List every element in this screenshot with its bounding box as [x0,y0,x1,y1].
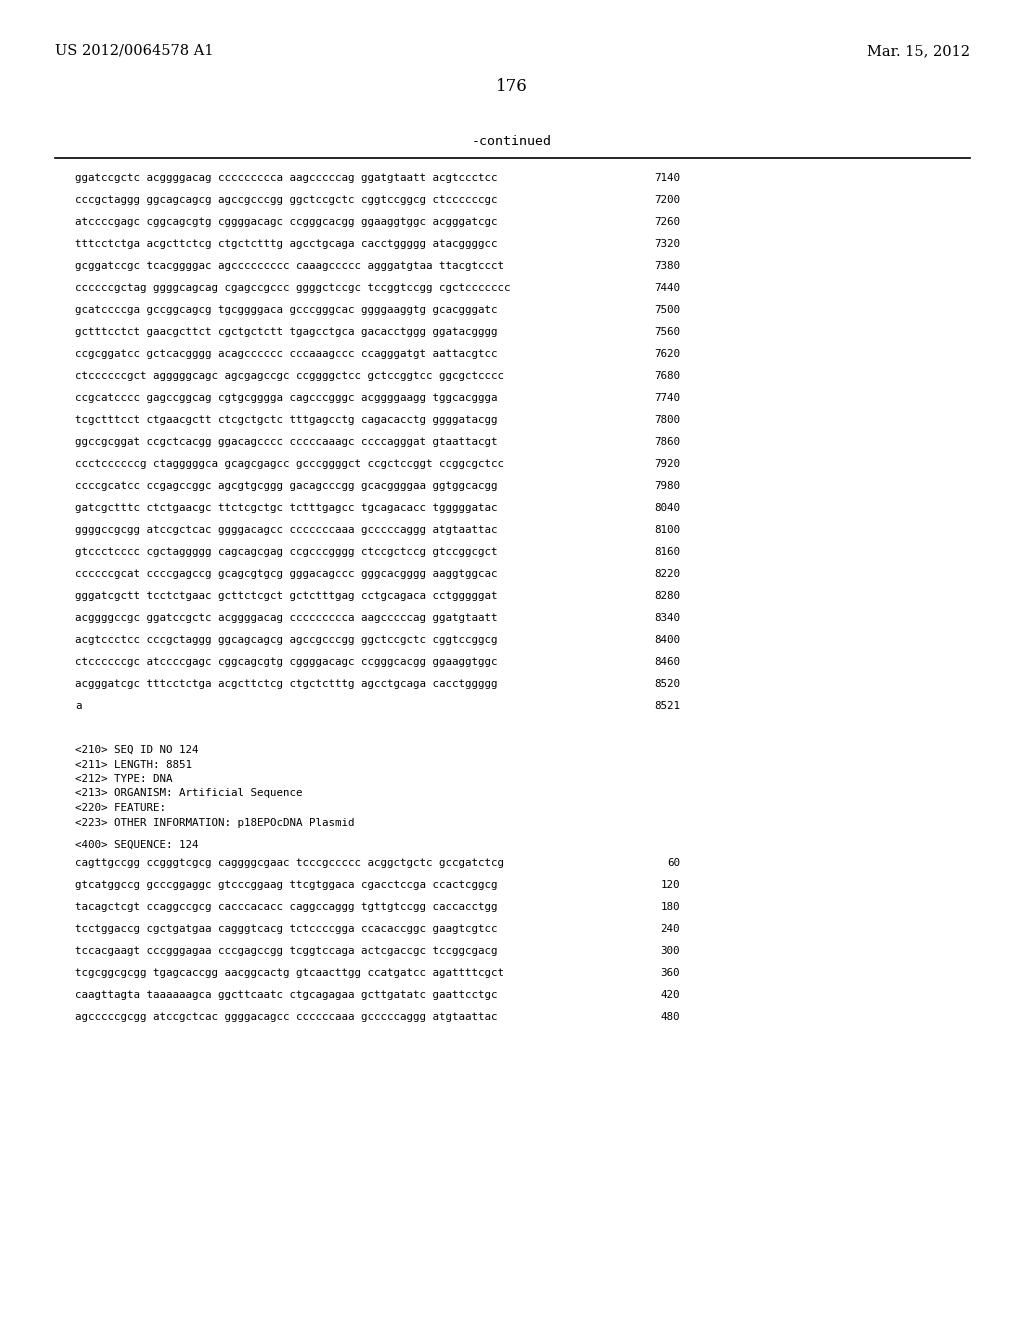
Text: 180: 180 [660,902,680,912]
Text: a: a [75,701,82,711]
Text: ccccgcatcc ccgagccggc agcgtgcggg gacagcccgg gcacggggaa ggtggcacgg: ccccgcatcc ccgagccggc agcgtgcggg gacagcc… [75,480,498,491]
Text: gtccctcccc cgctaggggg cagcagcgag ccgcccgggg ctccgctccg gtccggcgct: gtccctcccc cgctaggggg cagcagcgag ccgcccg… [75,546,498,557]
Text: ccccccgctag ggggcagcag cgagccgccc ggggctccgc tccggtccgg cgctccccccc: ccccccgctag ggggcagcag cgagccgccc ggggct… [75,282,511,293]
Text: caagttagta taaaaaagca ggcttcaatc ctgcagagaa gcttgatatc gaattcctgc: caagttagta taaaaaagca ggcttcaatc ctgcaga… [75,990,498,1001]
Text: 7200: 7200 [654,195,680,205]
Text: acggggccgc ggatccgctc acggggacag ccccccccca aagcccccag ggatgtaatt: acggggccgc ggatccgctc acggggacag ccccccc… [75,612,498,623]
Text: 7380: 7380 [654,261,680,271]
Text: <211> LENGTH: 8851: <211> LENGTH: 8851 [75,759,193,770]
Text: 7140: 7140 [654,173,680,183]
Text: gctttcctct gaacgcttct cgctgctctt tgagcctgca gacacctggg ggatacgggg: gctttcctct gaacgcttct cgctgctctt tgagcct… [75,327,498,337]
Text: 7860: 7860 [654,437,680,447]
Text: tcgcggcgcgg tgagcaccgg aacggcactg gtcaacttgg ccatgatcc agattttcgct: tcgcggcgcgg tgagcaccgg aacggcactg gtcaac… [75,968,504,978]
Text: ctccccccgc atccccgagc cggcagcgtg cggggacagc ccgggcacgg ggaaggtggc: ctccccccgc atccccgagc cggcagcgtg cggggac… [75,657,498,667]
Text: 7260: 7260 [654,216,680,227]
Text: ccgcatcccc gagccggcag cgtgcgggga cagcccgggc acggggaagg tggcacggga: ccgcatcccc gagccggcag cgtgcgggga cagcccg… [75,393,498,403]
Text: tacagctcgt ccaggccgcg cacccacacc caggccaggg tgttgtccgg caccacctgg: tacagctcgt ccaggccgcg cacccacacc caggcca… [75,902,498,912]
Text: gggatcgctt tcctctgaac gcttctcgct gctctttgag cctgcagaca cctgggggat: gggatcgctt tcctctgaac gcttctcgct gctcttt… [75,591,498,601]
Text: <223> OTHER INFORMATION: p18EPOcDNA Plasmid: <223> OTHER INFORMATION: p18EPOcDNA Plas… [75,817,354,828]
Text: cagttgccgg ccgggtcgcg caggggcgaac tcccgccccc acggctgctc gccgatctcg: cagttgccgg ccgggtcgcg caggggcgaac tcccgc… [75,858,504,869]
Text: tccacgaagt cccgggagaa cccgagccgg tcggtccaga actcgaccgc tccggcgacg: tccacgaagt cccgggagaa cccgagccgg tcggtcc… [75,946,498,956]
Text: 7440: 7440 [654,282,680,293]
Text: ccctccccccg ctagggggca gcagcgagcc gcccggggct ccgctccggt ccggcgctcc: ccctccccccg ctagggggca gcagcgagcc gcccgg… [75,459,504,469]
Text: ctccccccgct agggggcagc agcgagccgc ccggggctcc gctccggtcc ggcgctcccc: ctccccccgct agggggcagc agcgagccgc ccgggg… [75,371,504,381]
Text: <210> SEQ ID NO 124: <210> SEQ ID NO 124 [75,744,199,755]
Text: 120: 120 [660,880,680,890]
Text: 420: 420 [660,990,680,1001]
Text: gcatccccga gccggcagcg tgcggggaca gcccgggcac ggggaaggtg gcacgggatc: gcatccccga gccggcagcg tgcggggaca gcccggg… [75,305,498,315]
Text: gatcgctttc ctctgaacgc ttctcgctgc tctttgagcc tgcagacacc tgggggatac: gatcgctttc ctctgaacgc ttctcgctgc tctttga… [75,503,498,513]
Text: 8460: 8460 [654,657,680,667]
Text: tcgctttcct ctgaacgctt ctcgctgctc tttgagcctg cagacacctg ggggatacgg: tcgctttcct ctgaacgctt ctcgctgctc tttgagc… [75,414,498,425]
Text: cccgctaggg ggcagcagcg agccgcccgg ggctccgctc cggtccggcg ctccccccgc: cccgctaggg ggcagcagcg agccgcccgg ggctccg… [75,195,498,205]
Text: ggggccgcgg atccgctcac ggggacagcc cccccccaaa gcccccaggg atgtaattac: ggggccgcgg atccgctcac ggggacagcc ccccccc… [75,525,498,535]
Text: tcctggaccg cgctgatgaa cagggtcacg tctccccgga ccacaccggc gaagtcgtcc: tcctggaccg cgctgatgaa cagggtcacg tctcccc… [75,924,498,935]
Text: 240: 240 [660,924,680,935]
Text: acgggatcgc tttcctctga acgcttctcg ctgctctttg agcctgcaga cacctggggg: acgggatcgc tttcctctga acgcttctcg ctgctct… [75,678,498,689]
Text: 7740: 7740 [654,393,680,403]
Text: 7620: 7620 [654,348,680,359]
Text: 8521: 8521 [654,701,680,711]
Text: 176: 176 [496,78,528,95]
Text: ccgcggatcc gctcacgggg acagcccccc cccaaagccc ccagggatgt aattacgtcc: ccgcggatcc gctcacgggg acagcccccc cccaaag… [75,348,498,359]
Text: 7560: 7560 [654,327,680,337]
Text: <220> FEATURE:: <220> FEATURE: [75,803,166,813]
Text: acgtccctcc cccgctaggg ggcagcagcg agccgcccgg ggctccgctc cggtccggcg: acgtccctcc cccgctaggg ggcagcagcg agccgcc… [75,635,498,645]
Text: 8040: 8040 [654,503,680,513]
Text: 7920: 7920 [654,459,680,469]
Text: 8340: 8340 [654,612,680,623]
Text: ggatccgctc acggggacag ccccccccca aagcccccag ggatgtaatt acgtccctcc: ggatccgctc acggggacag ccccccccca aagcccc… [75,173,498,183]
Text: <400> SEQUENCE: 124: <400> SEQUENCE: 124 [75,840,199,850]
Text: gtcatggccg gcccggaggc gtcccggaag ttcgtggaca cgacctccga ccactcggcg: gtcatggccg gcccggaggc gtcccggaag ttcgtgg… [75,880,498,890]
Text: gcggatccgc tcacggggac agccccccccc caaagccccc agggatgtaa ttacgtccct: gcggatccgc tcacggggac agccccccccc caaagc… [75,261,504,271]
Text: 7320: 7320 [654,239,680,249]
Text: Mar. 15, 2012: Mar. 15, 2012 [867,44,970,58]
Text: ggccgcggat ccgctcacgg ggacagcccc cccccaaagc ccccagggat gtaattacgt: ggccgcggat ccgctcacgg ggacagcccc cccccaa… [75,437,498,447]
Text: 360: 360 [660,968,680,978]
Text: 300: 300 [660,946,680,956]
Text: 8100: 8100 [654,525,680,535]
Text: <212> TYPE: DNA: <212> TYPE: DNA [75,774,172,784]
Text: 8220: 8220 [654,569,680,579]
Text: agcccccgcgg atccgctcac ggggacagcc ccccccaaa gcccccaggg atgtaattac: agcccccgcgg atccgctcac ggggacagcc cccccc… [75,1012,498,1022]
Text: 7500: 7500 [654,305,680,315]
Text: US 2012/0064578 A1: US 2012/0064578 A1 [55,44,213,58]
Text: 8280: 8280 [654,591,680,601]
Text: <213> ORGANISM: Artificial Sequence: <213> ORGANISM: Artificial Sequence [75,788,302,799]
Text: 7980: 7980 [654,480,680,491]
Text: 7800: 7800 [654,414,680,425]
Text: tttcctctga acgcttctcg ctgctctttg agcctgcaga cacctggggg atacggggcc: tttcctctga acgcttctcg ctgctctttg agcctgc… [75,239,498,249]
Text: -continued: -continued [472,135,552,148]
Text: 480: 480 [660,1012,680,1022]
Text: 7680: 7680 [654,371,680,381]
Text: 60: 60 [667,858,680,869]
Text: ccccccgcat ccccgagccg gcagcgtgcg gggacagccc gggcacgggg aaggtggcac: ccccccgcat ccccgagccg gcagcgtgcg gggacag… [75,569,498,579]
Text: 8520: 8520 [654,678,680,689]
Text: 8160: 8160 [654,546,680,557]
Text: 8400: 8400 [654,635,680,645]
Text: atccccgagc cggcagcgtg cggggacagc ccgggcacgg ggaaggtggc acgggatcgc: atccccgagc cggcagcgtg cggggacagc ccgggca… [75,216,498,227]
